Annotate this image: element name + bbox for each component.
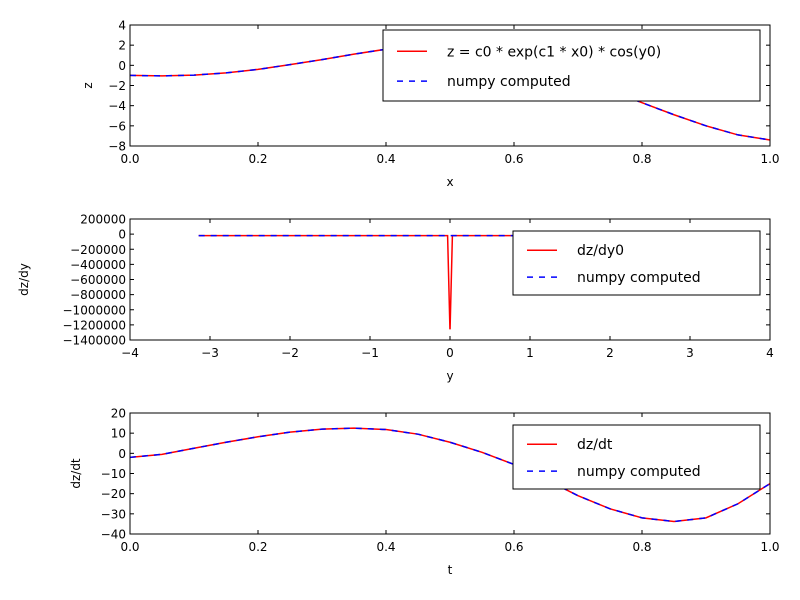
- x-tick-label: 0: [446, 346, 454, 360]
- y-tick-label: 2: [118, 39, 126, 53]
- y-tick-label: −200000: [70, 243, 126, 257]
- x-tick-label: −3: [201, 346, 219, 360]
- x-axis-label: y: [446, 369, 453, 383]
- subplot-2: −4 −3 −2 −1 0 1 2 3 42000000−200000−400000−60000…: [17, 213, 774, 384]
- x-tick-label: −1: [361, 346, 379, 360]
- x-tick-label: 4: [766, 346, 774, 360]
- y-tick-label: 0: [118, 59, 126, 73]
- y-tick-label: −600000: [70, 273, 126, 287]
- y-tick-label: −10: [101, 467, 126, 481]
- y-tick-label: −6: [108, 119, 126, 133]
- x-tick-label: 0.6: [504, 152, 523, 166]
- y-tick-label: −4: [108, 99, 126, 113]
- legend-label: numpy computed: [577, 464, 701, 480]
- x-tick-label: 0.0: [120, 152, 139, 166]
- y-tick-label: −8: [108, 140, 126, 154]
- legend-label: numpy computed: [447, 74, 571, 90]
- x-axis-label: t: [448, 563, 453, 577]
- y-tick-label: −20: [101, 487, 126, 501]
- legend-label: dz/dy0: [577, 243, 624, 259]
- legend-box: [512, 230, 761, 296]
- x-tick-label: 1.0: [760, 540, 779, 554]
- x-tick-label: 0.8: [632, 152, 651, 166]
- series-line-numpy-computed: [130, 427, 770, 523]
- y-tick-label: −400000: [70, 258, 126, 272]
- x-tick-label: 0.2: [248, 540, 267, 554]
- y-tick-label: 4: [118, 19, 126, 33]
- y-tick-label: 10: [111, 427, 126, 441]
- x-tick-label: 0.4: [376, 540, 395, 554]
- y-tick-label: −30: [101, 507, 126, 521]
- legend-label: numpy computed: [577, 270, 701, 286]
- y-tick-label: 200000: [80, 213, 126, 227]
- y-tick-label: −1200000: [63, 318, 127, 332]
- y-tick-label: 20: [111, 407, 126, 421]
- x-tick-label: 0.4: [376, 152, 395, 166]
- legend: z = c0 * exp(c1 * x0) * cos(y0) numpy com…: [382, 29, 761, 102]
- legend-box: [382, 29, 761, 102]
- x-tick-label: 0.8: [632, 540, 651, 554]
- y-tick-label: −2: [108, 79, 126, 93]
- x-tick-label: 0.2: [248, 152, 267, 166]
- legend-box: [512, 424, 761, 490]
- x-tick-label: 1.0: [760, 152, 779, 166]
- y-axis-label: dz/dt: [69, 458, 83, 489]
- x-tick-label: −2: [281, 346, 299, 360]
- legend: dz/dy0 numpy computed: [512, 230, 761, 296]
- y-tick-label: −800000: [70, 288, 126, 302]
- y-tick-label: −40: [101, 528, 126, 542]
- y-axis-label: z: [81, 82, 95, 88]
- x-tick-label: 3: [686, 346, 694, 360]
- y-tick-label: −1000000: [63, 303, 127, 317]
- x-tick-label: 0.0: [120, 540, 139, 554]
- subplot-3: 0.0 0.2 0.4 0.6 0.8 1.0 20 10 0 −10 −20 −30 −40 t dz/d…: [69, 407, 780, 578]
- y-tick-label: 0: [118, 447, 126, 461]
- x-tick-label: 2: [606, 346, 614, 360]
- y-tick-label: −1400000: [63, 334, 127, 348]
- legend-label: z = c0 * exp(c1 * x0) * cos(y0): [447, 44, 661, 60]
- legend-label: dz/dt: [577, 437, 613, 453]
- x-tick-label: 1: [526, 346, 534, 360]
- y-axis-label: dz/dy: [17, 263, 31, 296]
- subplot-1: 0.0 0.2 0.4 0.6 0.8 1.0 4 2 0 −2 −4 −6 −8 x z z = c0 * …: [81, 19, 780, 190]
- x-tick-label: 0.6: [504, 540, 523, 554]
- x-tick-label: −4: [121, 346, 139, 360]
- x-axis-label: x: [446, 175, 453, 189]
- legend: dz/dt numpy computed: [512, 424, 761, 490]
- y-tick-label: 0: [118, 228, 126, 242]
